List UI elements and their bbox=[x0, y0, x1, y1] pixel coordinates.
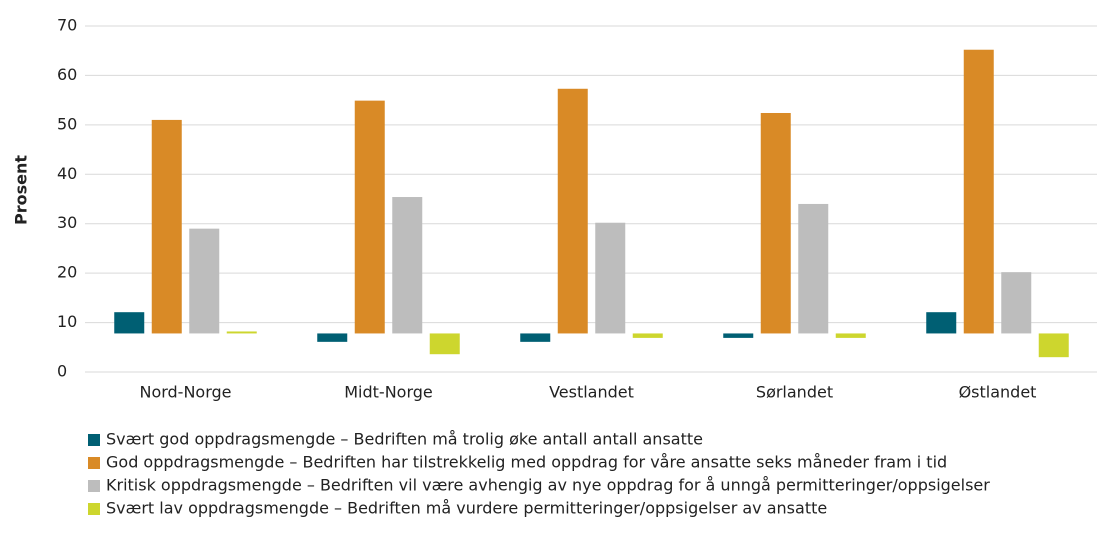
y-tick-label: 40 bbox=[57, 164, 77, 183]
bar bbox=[1001, 272, 1032, 334]
legend-swatch bbox=[88, 503, 100, 515]
legend-label: Svært god oppdragsmengde – Bedriften må … bbox=[106, 430, 703, 449]
bar bbox=[1038, 333, 1069, 358]
bar bbox=[760, 112, 791, 334]
y-tick-label: 60 bbox=[57, 65, 77, 84]
bar bbox=[723, 333, 754, 338]
legend-label: Svært lav oppdragsmengde – Bedriften må … bbox=[106, 499, 827, 518]
bar bbox=[835, 333, 866, 338]
bar bbox=[317, 333, 348, 342]
bar bbox=[189, 228, 220, 334]
legend-label: Kritisk oppdragsmengde – Bedriften vil v… bbox=[106, 476, 990, 495]
x-tick-label: Østlandet bbox=[959, 383, 1037, 402]
bar bbox=[520, 333, 551, 342]
legend-label: God oppdragsmengde – Bedriften har tilst… bbox=[106, 453, 947, 472]
bar bbox=[114, 312, 145, 334]
bar bbox=[392, 197, 423, 334]
bar bbox=[963, 49, 994, 334]
y-tick-label: 50 bbox=[57, 114, 77, 133]
bar bbox=[429, 333, 460, 355]
x-tick-label: Nord-Norge bbox=[139, 383, 231, 402]
x-tick-label: Sørlandet bbox=[756, 383, 833, 402]
legend-swatch bbox=[88, 434, 100, 446]
bar bbox=[632, 333, 663, 338]
bar bbox=[354, 100, 385, 334]
y-tick-label: 0 bbox=[57, 362, 67, 381]
bar bbox=[595, 222, 626, 334]
bar bbox=[226, 331, 257, 334]
x-tick-label: Vestlandet bbox=[549, 383, 634, 402]
y-axis-label: Prosent bbox=[12, 155, 31, 225]
y-tick-label: 30 bbox=[57, 213, 77, 232]
y-tick-label: 20 bbox=[57, 263, 77, 282]
legend-swatch bbox=[88, 457, 100, 469]
x-tick-label: Midt-Norge bbox=[344, 383, 433, 402]
y-tick-label: 10 bbox=[57, 312, 77, 331]
legend-swatch bbox=[88, 480, 100, 492]
bar bbox=[798, 203, 829, 334]
bar bbox=[557, 88, 588, 334]
bar bbox=[151, 119, 182, 334]
bar bbox=[926, 312, 957, 334]
y-tick-label: 70 bbox=[57, 16, 77, 35]
